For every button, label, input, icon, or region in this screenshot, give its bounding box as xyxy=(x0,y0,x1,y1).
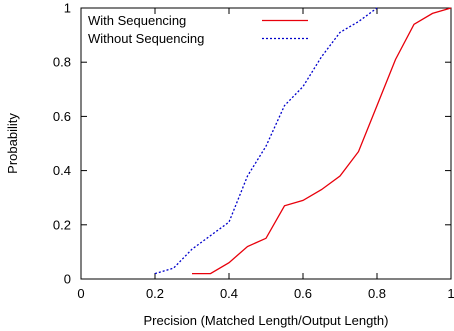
y-tick-label: 1 xyxy=(64,1,71,16)
series-lines xyxy=(154,7,452,275)
axes: 0 0.2 0.4 0.6 0.8 1 0 0.2 0.4 0.6 0.8 1 xyxy=(53,1,454,302)
y-tick-label: 0.8 xyxy=(53,55,71,70)
x-tick-label: 0.8 xyxy=(368,286,386,301)
x-axis-label: Precision (Matched Length/Output Length) xyxy=(144,313,389,328)
y-axis-label: Probability xyxy=(5,113,20,174)
y-tick-label: 0.4 xyxy=(53,163,71,178)
x-tick-label: 1 xyxy=(447,286,454,301)
y-tick-label: 0.6 xyxy=(53,109,71,124)
plot-frame xyxy=(80,7,452,280)
series-line-without-sequencing xyxy=(154,7,378,275)
legend-label-with-sequencing: With Sequencing xyxy=(88,13,186,28)
series-line-with-sequencing xyxy=(192,7,452,275)
x-tick-label: 0 xyxy=(77,286,84,301)
legend-label-without-sequencing: Without Sequencing xyxy=(88,31,204,46)
x-tick-label: 0.4 xyxy=(220,286,238,301)
y-tick-label: 0.2 xyxy=(53,217,71,232)
x-tick-label: 0.2 xyxy=(146,286,164,301)
x-tick-label: 0.6 xyxy=(294,286,312,301)
legend: With Sequencing Without Sequencing xyxy=(88,13,308,46)
y-tick-label: 0 xyxy=(64,272,71,287)
